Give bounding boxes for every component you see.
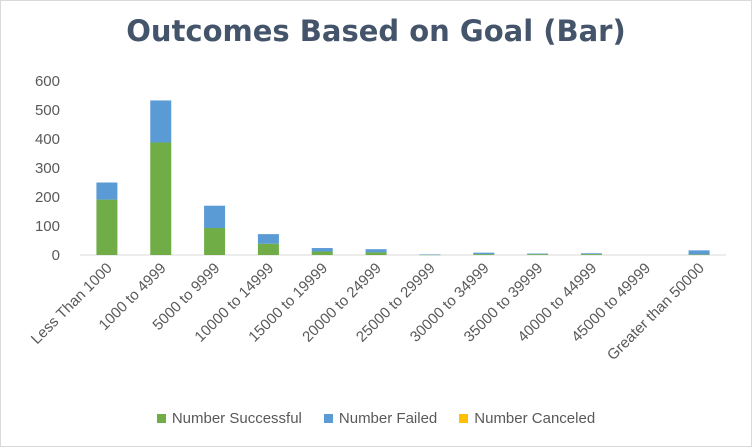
legend-item: Number Failed (323, 410, 438, 427)
legend-label: Number Successful (171, 410, 302, 427)
bar-number-successful (527, 254, 549, 255)
y-tick-label: 0 (52, 247, 60, 264)
legend-swatch (156, 414, 166, 423)
bar-number-failed (204, 205, 226, 229)
y-tick-label: 500 (35, 102, 60, 119)
bar-number-failed (527, 253, 549, 255)
bar-number-successful (96, 199, 118, 255)
bar-number-failed (311, 248, 333, 252)
bar-number-failed (365, 249, 387, 253)
bar-number-failed (473, 252, 495, 255)
bar-number-successful (365, 252, 387, 255)
legend-swatch (323, 414, 333, 423)
y-tick-label: 600 (35, 73, 60, 90)
legend-item: Number Canceled (459, 410, 595, 427)
x-tick-label: Greater than 50000 (604, 260, 708, 364)
bar-number-successful (150, 142, 172, 255)
chart-title: Outcomes Based on Goal (Bar) (126, 14, 626, 48)
bar-number-failed (580, 253, 602, 255)
y-tick-label: 400 (35, 131, 60, 148)
bar-number-successful (257, 243, 279, 255)
bar-number-failed (688, 250, 710, 255)
bar-number-successful (688, 254, 710, 255)
bar-number-successful (311, 251, 333, 255)
y-tick-label: 300 (35, 160, 60, 177)
x-tick-label: Less Than 1000 (28, 260, 116, 348)
bar-number-successful (473, 254, 495, 255)
bar-number-failed (257, 234, 279, 244)
bar-number-successful (204, 228, 226, 255)
legend-label: Number Canceled (474, 410, 596, 427)
legend-label: Number Failed (338, 410, 438, 427)
y-tick-label: 200 (35, 189, 60, 206)
bar-number-successful (419, 254, 441, 256)
legend-item: Number Successful (156, 410, 302, 427)
bar-number-failed (96, 182, 118, 200)
bar-number-failed (419, 254, 441, 255)
bar-number-failed (150, 100, 172, 143)
bar-number-successful (580, 254, 602, 255)
legend-swatch (459, 414, 469, 423)
y-tick-label: 100 (35, 218, 60, 235)
chart-legend: Number Successful Number Failed Number Can… (0, 410, 752, 427)
